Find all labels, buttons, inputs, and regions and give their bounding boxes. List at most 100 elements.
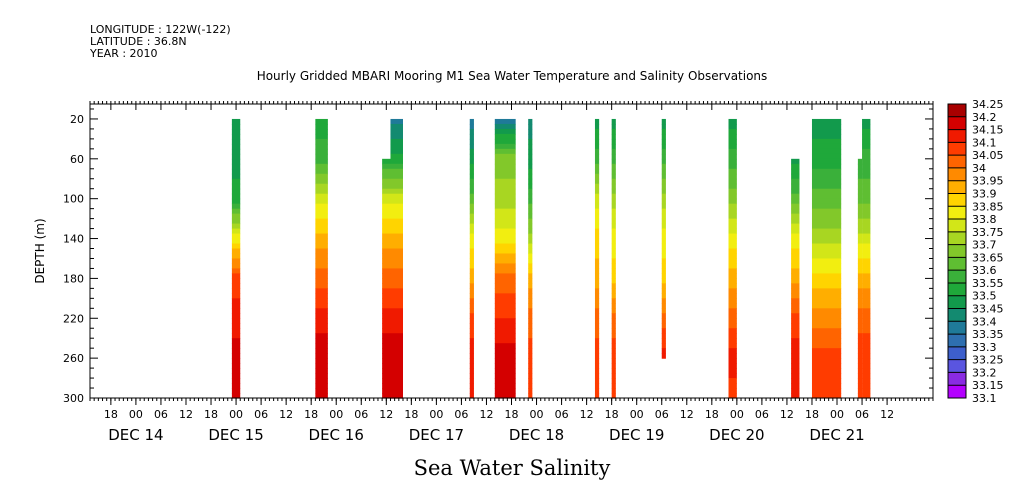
salinity-cell: [528, 148, 533, 155]
salinity-cell: [469, 233, 474, 240]
salinity-cell: [594, 238, 600, 245]
salinity-cell: [811, 163, 842, 170]
colorbar-swatch: [948, 321, 966, 335]
salinity-cell: [231, 338, 241, 344]
salinity-cell: [594, 318, 600, 324]
salinity-cell: [611, 233, 616, 240]
salinity-cell: [315, 178, 328, 185]
x-hour-label: 00: [129, 408, 143, 421]
salinity-cell: [611, 378, 616, 384]
salinity-cell: [811, 133, 842, 140]
salinity-cell: [594, 328, 600, 334]
salinity-cell: [611, 328, 616, 334]
salinity-cell: [231, 233, 241, 240]
salinity-cell: [315, 358, 328, 364]
salinity-cell: [390, 303, 403, 309]
salinity-cell: [728, 198, 737, 205]
salinity-cell: [390, 118, 403, 125]
salinity-cell: [528, 313, 533, 319]
salinity-cell: [315, 383, 328, 389]
salinity-cell: [315, 373, 328, 379]
salinity-cell: [661, 248, 666, 255]
salinity-cell: [469, 128, 474, 135]
salinity-cell: [494, 253, 516, 260]
salinity-cell: [390, 153, 403, 160]
salinity-cell: [231, 213, 241, 220]
salinity-cell: [791, 178, 800, 185]
salinity-cell: [791, 368, 800, 374]
salinity-cell: [728, 123, 737, 130]
salinity-cell: [857, 158, 863, 165]
colorbar-label: 33.75: [972, 226, 1004, 239]
salinity-cell: [469, 183, 474, 190]
salinity-cell: [811, 178, 842, 185]
x-hour-label: 06: [555, 408, 569, 421]
salinity-cell: [661, 343, 666, 349]
salinity-cell: [469, 293, 474, 299]
salinity-cell: [857, 268, 863, 275]
salinity-cell: [862, 303, 871, 309]
x-hour-label: 06: [755, 408, 769, 421]
colorbar-label: 33.4: [972, 315, 997, 328]
salinity-cell: [791, 168, 800, 175]
salinity-cell: [862, 318, 871, 324]
salinity-cell: [857, 298, 863, 304]
salinity-cell: [315, 353, 328, 359]
salinity-cell: [811, 358, 842, 364]
salinity-cell: [390, 268, 403, 275]
salinity-cell: [494, 373, 516, 379]
x-hour-label: 06: [655, 408, 669, 421]
salinity-cell: [469, 298, 474, 304]
salinity-cell: [862, 258, 871, 265]
salinity-cell: [528, 128, 533, 135]
year-label: YEAR : 2010: [90, 47, 158, 60]
salinity-cell: [390, 143, 403, 150]
salinity-cell: [469, 308, 474, 314]
salinity-cell: [811, 363, 842, 369]
salinity-cell: [728, 253, 737, 260]
salinity-cell: [469, 358, 474, 364]
salinity-cell: [528, 303, 533, 309]
salinity-cell: [811, 248, 842, 255]
salinity-cell: [390, 368, 403, 374]
salinity-cell: [791, 323, 800, 329]
x-hour-label: 00: [530, 408, 544, 421]
salinity-cell: [594, 298, 600, 304]
salinity-cell: [231, 123, 241, 130]
salinity-cell: [594, 178, 600, 185]
salinity-cell: [315, 273, 328, 280]
salinity-cell: [494, 348, 516, 354]
colorbar-swatch: [948, 346, 966, 360]
salinity-cell: [469, 193, 474, 200]
salinity-cell: [811, 368, 842, 374]
colorbar-label: 34.1: [972, 136, 997, 149]
salinity-cell: [728, 248, 737, 255]
salinity-cell: [231, 353, 241, 359]
salinity-cell: [791, 343, 800, 349]
salinity-cell: [494, 168, 516, 175]
salinity-cell: [661, 143, 666, 150]
salinity-cell: [857, 243, 863, 250]
salinity-cell: [594, 353, 600, 359]
colorbar-label: 33.55: [972, 277, 1004, 290]
salinity-cell: [661, 233, 666, 240]
salinity-cell: [857, 228, 863, 235]
salinity-cell: [611, 138, 616, 145]
salinity-cell: [469, 378, 474, 384]
salinity-cell: [857, 383, 863, 389]
salinity-cell: [594, 168, 600, 175]
salinity-cell: [469, 268, 474, 275]
salinity-cell: [594, 173, 600, 180]
salinity-cell: [528, 233, 533, 240]
x-day-label: DEC 16: [309, 426, 364, 444]
salinity-cell: [728, 378, 737, 384]
salinity-cell: [661, 223, 666, 230]
salinity-cell: [661, 353, 666, 359]
salinity-cell: [231, 383, 241, 389]
salinity-cell: [469, 333, 474, 339]
data-column: [390, 118, 403, 399]
data-column: [857, 158, 863, 399]
salinity-cell: [528, 263, 533, 270]
salinity-cell: [528, 188, 533, 195]
salinity-cell: [728, 333, 737, 339]
